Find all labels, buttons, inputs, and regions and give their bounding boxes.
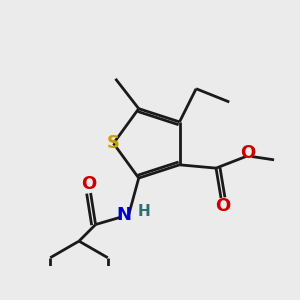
Text: H: H — [137, 204, 150, 219]
Text: O: O — [240, 144, 255, 162]
Text: O: O — [81, 175, 97, 193]
Text: N: N — [116, 206, 131, 224]
Text: S: S — [107, 134, 120, 152]
Text: O: O — [215, 197, 230, 215]
